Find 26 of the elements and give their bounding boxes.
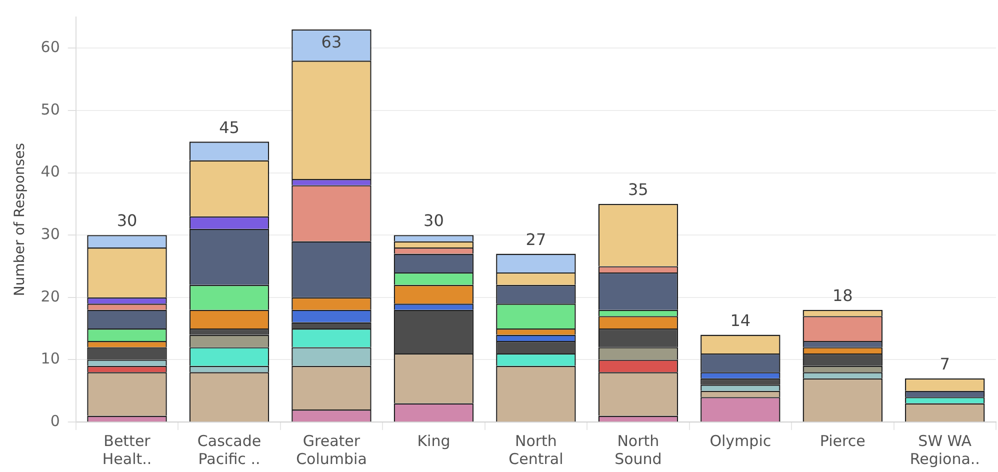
total-label: 18 bbox=[832, 286, 853, 305]
y-tick-label: 0 bbox=[50, 412, 60, 430]
x-tick-label: North Central bbox=[508, 432, 564, 468]
y-tick-label: 50 bbox=[40, 100, 60, 118]
total-label: 63 bbox=[321, 32, 342, 52]
x-tick-label: Greater Columbia bbox=[296, 432, 367, 468]
x-tick-label: King bbox=[417, 432, 450, 450]
y-axis-title: Number of Responses bbox=[12, 142, 28, 296]
total-label: 35 bbox=[628, 180, 648, 200]
y-tick-label: 60 bbox=[40, 38, 60, 56]
total-label: 27 bbox=[526, 230, 546, 249]
total-label: 30 bbox=[116, 211, 138, 230]
total-label: 7 bbox=[940, 354, 950, 374]
x-tick-label: Olympic bbox=[710, 432, 772, 450]
y-tick-label: 10 bbox=[40, 350, 60, 368]
total-label: 45 bbox=[219, 118, 240, 137]
y-tick-label: 30 bbox=[40, 224, 60, 243]
x-tick-label: North Sound bbox=[614, 432, 662, 468]
x-tick-label: Pierce bbox=[820, 432, 866, 450]
x-tick-label: Better Healt.. bbox=[102, 432, 152, 468]
x-tick-label: Cascade Pacific .. bbox=[197, 432, 262, 468]
total-label: 30 bbox=[424, 211, 444, 230]
total-label: 14 bbox=[730, 310, 751, 330]
y-tick-label: 20 bbox=[40, 287, 60, 306]
y-tick-label: 40 bbox=[40, 162, 60, 181]
x-tick-label: SW WA Regiona.. bbox=[910, 432, 980, 468]
